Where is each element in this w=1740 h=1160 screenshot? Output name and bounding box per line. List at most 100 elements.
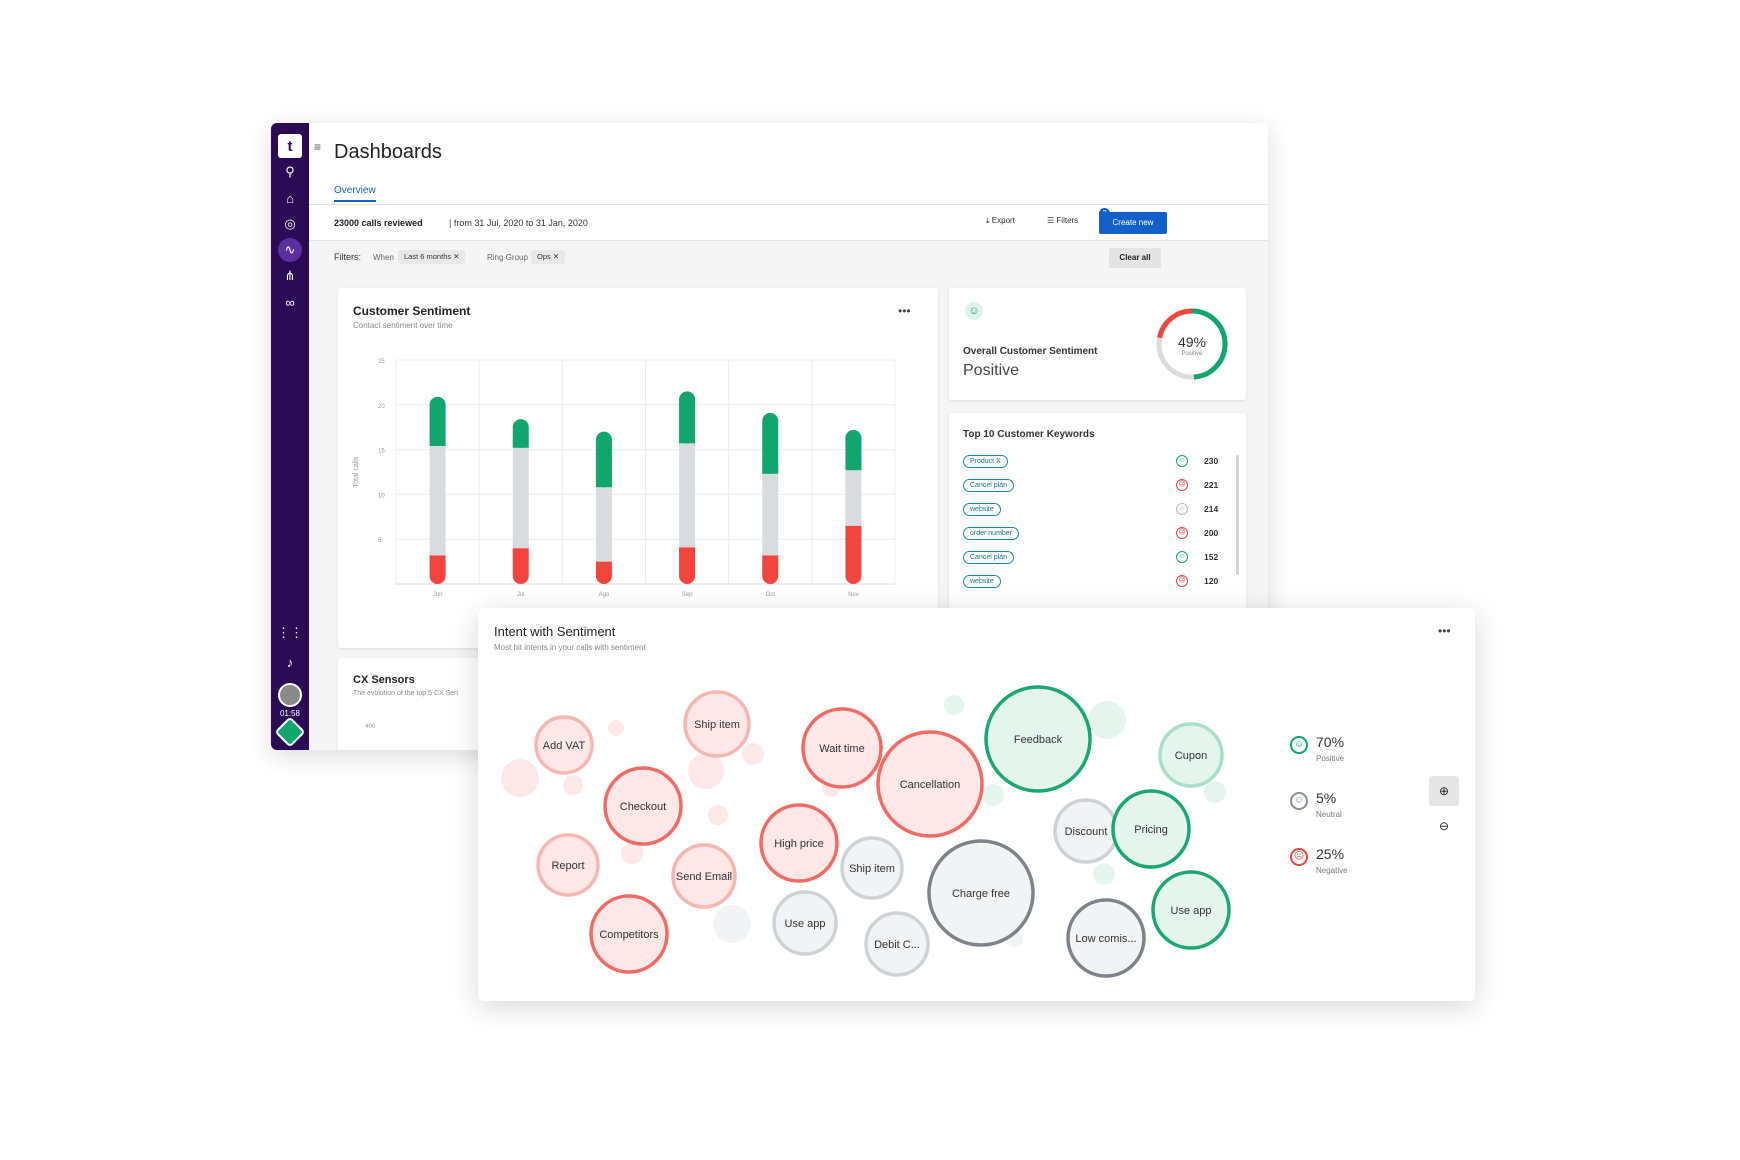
decorative-bubble [608,720,624,736]
intent-bubble[interactable]: Discount [1053,798,1119,864]
analytics-icon[interactable]: ∿ [278,238,302,262]
filters-button[interactable]: ☰ Filters [1047,216,1078,225]
date-range: | from 31 Jul, 2020 to 31 Jan, 2020 [449,218,588,228]
keyword-row[interactable]: website ☺ 214 [963,503,1218,519]
rocket-icon[interactable]: ⚲ [285,164,295,179]
keyword-tag[interactable]: website [963,575,1001,588]
filter-chip-ring-group[interactable]: Ops ✕ [531,250,566,264]
bubble-label: Report [551,860,584,872]
zoom-in-button[interactable]: ⊕ [1429,776,1459,806]
status-indicator[interactable] [274,716,306,748]
bar-positive [762,465,779,474]
more-options-icon[interactable]: ••• [1438,624,1451,638]
decorative-bubble [982,784,1004,806]
zoom-out-button[interactable]: ⊖ [1438,819,1450,833]
keyword-row[interactable]: Product X ☺ 230 [963,455,1218,471]
compass-icon[interactable]: ◎ [284,216,296,231]
intent-bubble[interactable]: Competitors [589,894,669,974]
legend-item-neutral: ☺ 5% Neutral [1290,788,1390,828]
bubble-circle [772,890,838,956]
intent-bubble-chart: Add VAT Ship item Wait time Cancellation Fee… [501,685,1231,978]
keyword-count: 230 [1204,456,1219,466]
y-tick-label: 25 [378,359,385,365]
summary-bar: 23000 calls reviewed | from 31 Jul, 2020… [309,205,1268,241]
bubble-circle [801,707,883,789]
when-label: When [373,253,394,262]
call-timer: 01:58 [279,709,301,718]
intent-bubble[interactable]: Charge free [927,839,1035,947]
menu-icon[interactable]: ≡ [314,140,322,154]
keyword-tag[interactable]: Cancel plan [963,479,1014,492]
keyword-row[interactable]: website ☹ 120 [963,575,1218,591]
intent-bubble[interactable]: Add VAT [534,715,594,775]
y-tick-label: 400 [365,724,376,730]
intent-bubble[interactable]: Send Email [671,843,737,909]
page-header: ≡ Dashboards Overview [309,123,1268,205]
bubble-circle [1151,870,1231,950]
bubble-label: Competitors [599,929,659,941]
keyword-tag[interactable]: order number [963,527,1020,540]
home-icon[interactable]: ⌂ [286,190,294,206]
decorative-bubble [742,743,764,765]
bubble-label: Feedback [1014,734,1063,746]
keyword-count: 152 [1204,552,1219,562]
bubble-circle [927,839,1035,947]
apps-grid-icon[interactable]: ⋮⋮ [277,625,303,640]
download-icon: ⤓ [986,216,990,225]
intent-bubble[interactable]: Report [536,833,600,897]
intent-bubble[interactable]: High price [759,803,839,883]
intent-bubble[interactable]: Checkout [603,766,683,846]
keyword-count: 214 [1204,504,1219,514]
keyword-tag[interactable]: website [963,503,1001,516]
bubble-label: Send Email [676,871,732,883]
bar-positive [762,412,779,474]
avatar[interactable] [278,683,302,707]
decorative-bubble [713,905,751,943]
bubble-label: Debit C... [874,939,920,951]
decorative-bubble [501,759,539,797]
keyword-count: 200 [1204,528,1219,538]
bubble-circle [984,685,1092,793]
keyword-tag[interactable]: Product X [963,455,1008,468]
bar-negative [845,525,862,534]
intent-bubble[interactable]: Low comis... [1066,898,1146,978]
decorative-bubble [944,695,964,715]
flow-icon[interactable]: ⋔ [284,268,296,283]
keyword-row[interactable]: Cancel plan ☹ 221 [963,479,1218,495]
clear-all-button[interactable]: Clear all [1109,248,1161,268]
export-button[interactable]: ⤓ Export [986,216,1015,226]
filter-chip-when[interactable]: Last 6 months ✕ [398,250,466,264]
overall-value: Positive [963,362,1020,379]
bell-icon[interactable]: ♪ [286,654,294,670]
keyword-row[interactable]: Cancel plan ☺ 152 [963,551,1218,567]
y-tick-label: 10 [378,493,385,499]
bar-neutral [595,487,612,562]
bar-positive [595,479,612,488]
filters-label: Filters [1056,216,1079,225]
overall-sentiment-card: ☺ Overall Customer Sentiment Positive 49… [949,288,1246,400]
intent-bubble[interactable]: Cancellation [876,730,984,838]
intent-bubble[interactable]: Cupon [1158,722,1224,788]
legend-item-positive: ☺ 70% Positive [1290,732,1390,772]
intent-bubble[interactable]: Debit C... [864,911,930,977]
intent-bubble[interactable]: Feedback [984,685,1092,793]
intent-bubble[interactable]: Wait time [801,707,883,789]
bar-neutral [845,470,862,526]
intent-bubble[interactable]: Ship item [683,690,751,758]
intent-bubble[interactable]: Use app [1151,870,1231,950]
app-logo[interactable]: t [278,134,302,158]
voicemail-icon[interactable]: ∞ [285,294,295,310]
frown-icon: ☹ [1176,527,1188,539]
bubble-label: Ship item [694,719,740,731]
frown-icon: ☹ [1176,479,1188,491]
scrollbar[interactable] [1236,455,1239,575]
tab-overview[interactable]: Overview [334,185,376,202]
intent-bubble[interactable]: Ship item [840,836,904,900]
bubble-label: Charge free [952,888,1010,900]
intent-bubble[interactable]: Pricing [1111,789,1191,869]
create-new-button[interactable]: Create new [1099,212,1167,234]
more-options-icon[interactable]: ••• [898,304,911,318]
intent-bubble[interactable]: Use app [772,890,838,956]
keyword-row[interactable]: order number ☹ 200 [963,527,1218,543]
keyword-tag[interactable]: Cancel plan [963,551,1014,564]
